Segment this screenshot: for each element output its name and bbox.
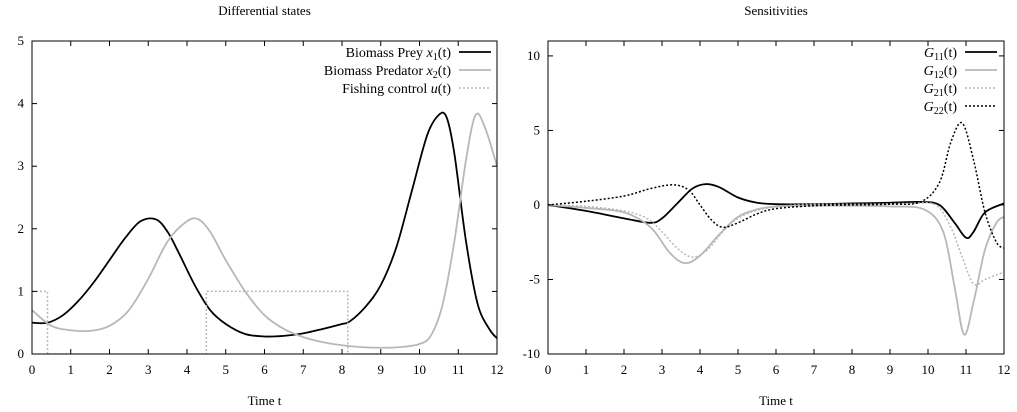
chart-title: Sensitivities xyxy=(744,3,808,18)
series-line-3 xyxy=(32,290,497,354)
series-line-2 xyxy=(32,112,497,349)
legend-label: Biomass Prey x1(t) xyxy=(346,46,452,63)
x-tick-label: 2 xyxy=(106,362,113,377)
chart-title: Differential states xyxy=(218,3,311,18)
legend-label: Biomass Predator x2(t) xyxy=(324,64,451,81)
x-tick-label: 4 xyxy=(184,362,191,377)
legend-label: G22(t) xyxy=(924,100,958,117)
x-tick-label: 8 xyxy=(849,362,856,377)
x-tick-label: 0 xyxy=(545,362,552,377)
legend-label: G21(t) xyxy=(924,82,958,99)
series-line-3 xyxy=(548,202,1004,286)
x-tick-label: 12 xyxy=(491,362,504,377)
x-tick-label: 0 xyxy=(29,362,36,377)
x-tick-label: 2 xyxy=(621,362,628,377)
y-tick-label: 2 xyxy=(18,221,25,236)
y-tick-label: 3 xyxy=(18,158,25,173)
x-axis-label: Time t xyxy=(759,393,793,408)
x-tick-label: 7 xyxy=(811,362,818,377)
y-tick-label: -10 xyxy=(523,346,540,361)
x-tick-label: 8 xyxy=(339,362,346,377)
x-tick-label: 1 xyxy=(583,362,590,377)
x-tick-label: 9 xyxy=(378,362,385,377)
legend: Biomass Prey x1(t)Biomass Predator x2(t)… xyxy=(324,46,491,97)
x-tick-label: 6 xyxy=(773,362,780,377)
y-tick-label: -5 xyxy=(529,271,540,286)
series-line-1 xyxy=(548,183,1004,239)
x-tick-label: 12 xyxy=(998,362,1011,377)
y-tick-label: 5 xyxy=(534,122,541,137)
series-line-1 xyxy=(32,111,497,339)
y-tick-label: 0 xyxy=(534,197,541,212)
x-tick-label: 5 xyxy=(735,362,742,377)
x-tick-label: 11 xyxy=(452,362,465,377)
legend-label: Fishing control u(t) xyxy=(342,82,451,97)
x-tick-label: 3 xyxy=(145,362,152,377)
x-tick-label: 1 xyxy=(68,362,75,377)
x-tick-label: 5 xyxy=(223,362,230,377)
x-tick-label: 7 xyxy=(300,362,307,377)
legend-label: G12(t) xyxy=(924,64,958,81)
y-tick-label: 1 xyxy=(18,283,25,298)
x-tick-label: 10 xyxy=(413,362,426,377)
y-tick-label: 10 xyxy=(527,48,540,63)
x-axis-label: Time t xyxy=(248,393,282,408)
series-line-2 xyxy=(548,204,1004,336)
y-tick-label: 0 xyxy=(18,346,25,361)
legend: G11(t)G12(t)G21(t)G22(t) xyxy=(924,46,997,117)
series-line-4 xyxy=(548,121,1004,249)
x-tick-label: 11 xyxy=(960,362,973,377)
y-tick-label: 5 xyxy=(18,33,25,48)
legend-label: G11(t) xyxy=(924,46,957,63)
x-tick-label: 6 xyxy=(261,362,268,377)
x-tick-label: 3 xyxy=(659,362,666,377)
y-tick-label: 4 xyxy=(18,96,25,111)
x-tick-label: 4 xyxy=(697,362,704,377)
x-tick-label: 10 xyxy=(922,362,935,377)
x-tick-label: 9 xyxy=(887,362,894,377)
